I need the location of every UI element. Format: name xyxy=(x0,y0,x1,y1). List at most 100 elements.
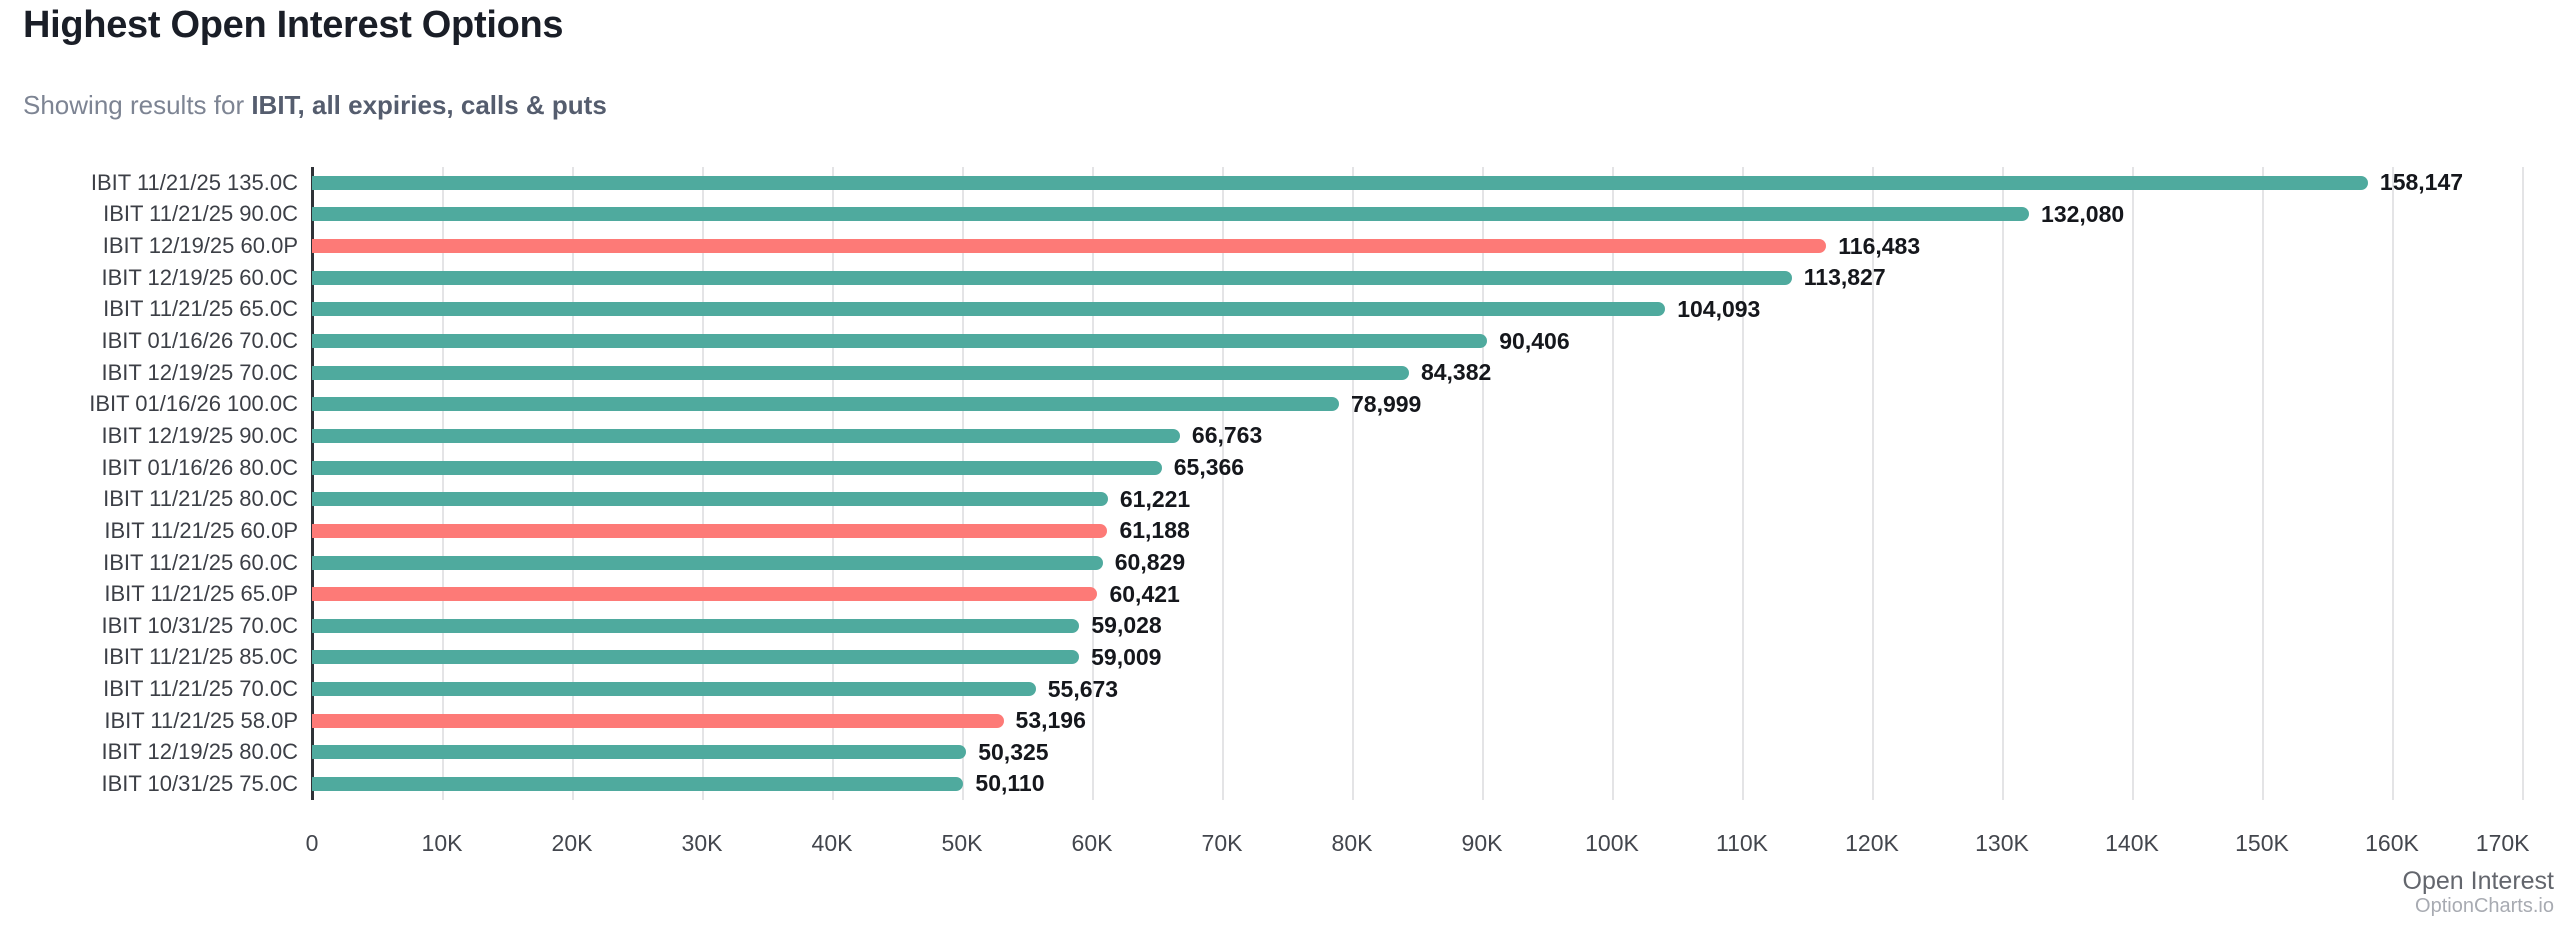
open-interest-value: 53,196 xyxy=(1015,707,1086,734)
bar-track: 90,406 xyxy=(312,325,2522,357)
option-contract-label: IBIT 10/31/25 75.0C xyxy=(101,770,298,796)
x-axis-tick: 20K xyxy=(551,830,593,856)
open-interest-value: 50,325 xyxy=(978,738,1049,765)
open-interest-bar-call[interactable] xyxy=(312,618,1080,633)
option-contract-label: IBIT 11/21/25 80.0C xyxy=(103,486,298,512)
option-contract-label: IBIT 11/21/25 135.0C xyxy=(90,169,298,195)
x-axis-tick: 60K xyxy=(1071,830,1113,856)
gridline xyxy=(1352,167,1354,800)
bar-row: IBIT 12/19/25 60.0P 116,483 xyxy=(0,230,2522,262)
open-interest-bar-call[interactable] xyxy=(312,492,1108,507)
open-interest-value: 78,999 xyxy=(1350,390,1422,417)
open-interest-bar-put[interactable] xyxy=(312,239,1827,254)
x-axis-tick: 140K xyxy=(2105,830,2159,856)
open-interest-bar-call[interactable] xyxy=(312,334,1488,349)
option-contract-label: IBIT 01/16/26 80.0C xyxy=(101,454,298,480)
bar-row: IBIT 11/21/25 60.0P 61,188 xyxy=(0,515,2522,547)
bar-track: 50,325 xyxy=(312,737,2522,769)
gridline xyxy=(1092,167,1094,800)
open-interest-value: 59,028 xyxy=(1091,612,1162,639)
open-interest-bar-call[interactable] xyxy=(312,682,1036,697)
open-interest-bar-put[interactable] xyxy=(312,587,1098,602)
option-contract-label: IBIT 10/31/25 70.0C xyxy=(101,612,298,638)
subtitle-filter: IBIT, all expiries, calls & puts xyxy=(251,90,607,120)
bar-track: 66,763 xyxy=(312,420,2522,452)
bar-track: 50,110 xyxy=(312,768,2522,800)
gridline xyxy=(702,167,704,800)
open-interest-bar-call[interactable] xyxy=(312,397,1339,412)
bar-track: 55,673 xyxy=(312,673,2522,705)
option-contract-label: IBIT 12/19/25 60.0C xyxy=(101,264,298,290)
gridline xyxy=(1482,167,1484,800)
open-interest-bar-call[interactable] xyxy=(312,302,1666,317)
open-interest-bar-call[interactable] xyxy=(312,776,964,791)
open-interest-bar-put[interactable] xyxy=(312,523,1108,538)
option-contract-label: IBIT 12/19/25 90.0C xyxy=(101,422,298,448)
bar-row: IBIT 12/19/25 80.0C 50,325 xyxy=(0,737,2522,769)
x-axis-tick: 30K xyxy=(681,830,723,856)
x-axis-tick: 110K xyxy=(1715,830,1769,856)
x-axis-tick: 50K xyxy=(941,830,983,856)
option-contract-label: IBIT 01/16/26 70.0C xyxy=(101,328,298,354)
bar-row: IBIT 11/21/25 58.0P 53,196 xyxy=(0,705,2522,737)
open-interest-bar-call[interactable] xyxy=(312,460,1162,475)
open-interest-value: 61,188 xyxy=(1119,517,1190,544)
bar-row: IBIT 11/21/25 90.0C 132,080 xyxy=(0,199,2522,231)
gridline xyxy=(442,167,444,800)
x-axis-title: Open Interest xyxy=(2402,867,2554,895)
open-interest-bar-call[interactable] xyxy=(312,428,1180,443)
bar-row: IBIT 10/31/25 70.0C 59,028 xyxy=(0,610,2522,642)
open-interest-bar-call[interactable] xyxy=(312,745,967,760)
bar-track: 132,080 xyxy=(312,199,2522,231)
open-interest-value: 104,093 xyxy=(1677,295,1761,322)
bar-row: IBIT 11/21/25 135.0C 158,147 xyxy=(0,167,2522,199)
x-axis-tick: 40K xyxy=(811,830,853,856)
option-contract-label: IBIT 11/21/25 60.0C xyxy=(103,549,298,575)
bar-row: IBIT 11/21/25 80.0C 61,221 xyxy=(0,483,2522,515)
subtitle-prefix: Showing results for xyxy=(23,90,252,120)
gridline xyxy=(2522,167,2524,800)
open-interest-bar-call[interactable] xyxy=(312,365,1409,380)
option-contract-label: IBIT 11/21/25 58.0P xyxy=(104,707,298,733)
subtitle: Showing results for IBIT, all expiries, … xyxy=(23,90,607,121)
bar-row: IBIT 12/19/25 70.0C 84,382 xyxy=(0,357,2522,389)
open-interest-bar-put[interactable] xyxy=(312,713,1004,728)
open-interest-value: 61,221 xyxy=(1119,485,1191,512)
gridline xyxy=(1612,167,1614,800)
bar-track: 60,829 xyxy=(312,547,2522,579)
open-interest-value: 60,421 xyxy=(1109,580,1180,607)
brand-watermark-link[interactable]: OptionCharts.io xyxy=(2415,895,2554,917)
open-interest-bar-call[interactable] xyxy=(312,270,1792,285)
chart-rows: IBIT 11/21/25 135.0C 158,147 IBIT 11/21/25… xyxy=(0,167,2522,800)
bar-track: 158,147 xyxy=(312,167,2522,199)
bar-row: IBIT 11/21/25 70.0C 55,673 xyxy=(0,673,2522,705)
option-contract-label: IBIT 11/21/25 90.0C xyxy=(103,201,298,227)
gridline xyxy=(1742,167,1744,800)
page-title: Highest Open Interest Options xyxy=(23,4,564,46)
bar-track: 60,421 xyxy=(312,578,2522,610)
open-interest-value: 158,147 xyxy=(2379,169,2464,196)
x-axis-tick: 80K xyxy=(1331,830,1373,856)
bar-track: 104,093 xyxy=(312,294,2522,326)
chart-footer: Open Interest OptionCharts.io xyxy=(2402,867,2554,918)
x-axis-tick: 130K xyxy=(1975,830,2029,856)
bar-row: IBIT 11/21/25 65.0P 60,421 xyxy=(0,578,2522,610)
gridline xyxy=(2132,167,2134,800)
option-contract-label: IBIT 11/21/25 65.0P xyxy=(104,581,298,607)
bar-track: 59,009 xyxy=(312,642,2522,674)
x-axis-tick: 170K xyxy=(2475,830,2530,856)
open-interest-bar-call[interactable] xyxy=(312,650,1080,665)
open-interest-bar-call[interactable] xyxy=(312,207,2030,222)
bar-row: IBIT 12/19/25 90.0C 66,763 xyxy=(0,420,2522,452)
y-axis-line xyxy=(311,167,314,800)
bar-track: 116,483 xyxy=(312,230,2522,262)
open-interest-value: 132,080 xyxy=(2041,200,2125,227)
bar-track: 59,028 xyxy=(312,610,2522,642)
open-interest-bar-call[interactable] xyxy=(312,175,2368,190)
bar-row: IBIT 11/21/25 65.0C 104,093 xyxy=(0,294,2522,326)
bar-row: IBIT 01/16/26 80.0C 65,366 xyxy=(0,452,2522,484)
gridline xyxy=(2002,167,2004,800)
open-interest-bar-call[interactable] xyxy=(312,555,1103,570)
bar-track: 53,196 xyxy=(312,705,2522,737)
